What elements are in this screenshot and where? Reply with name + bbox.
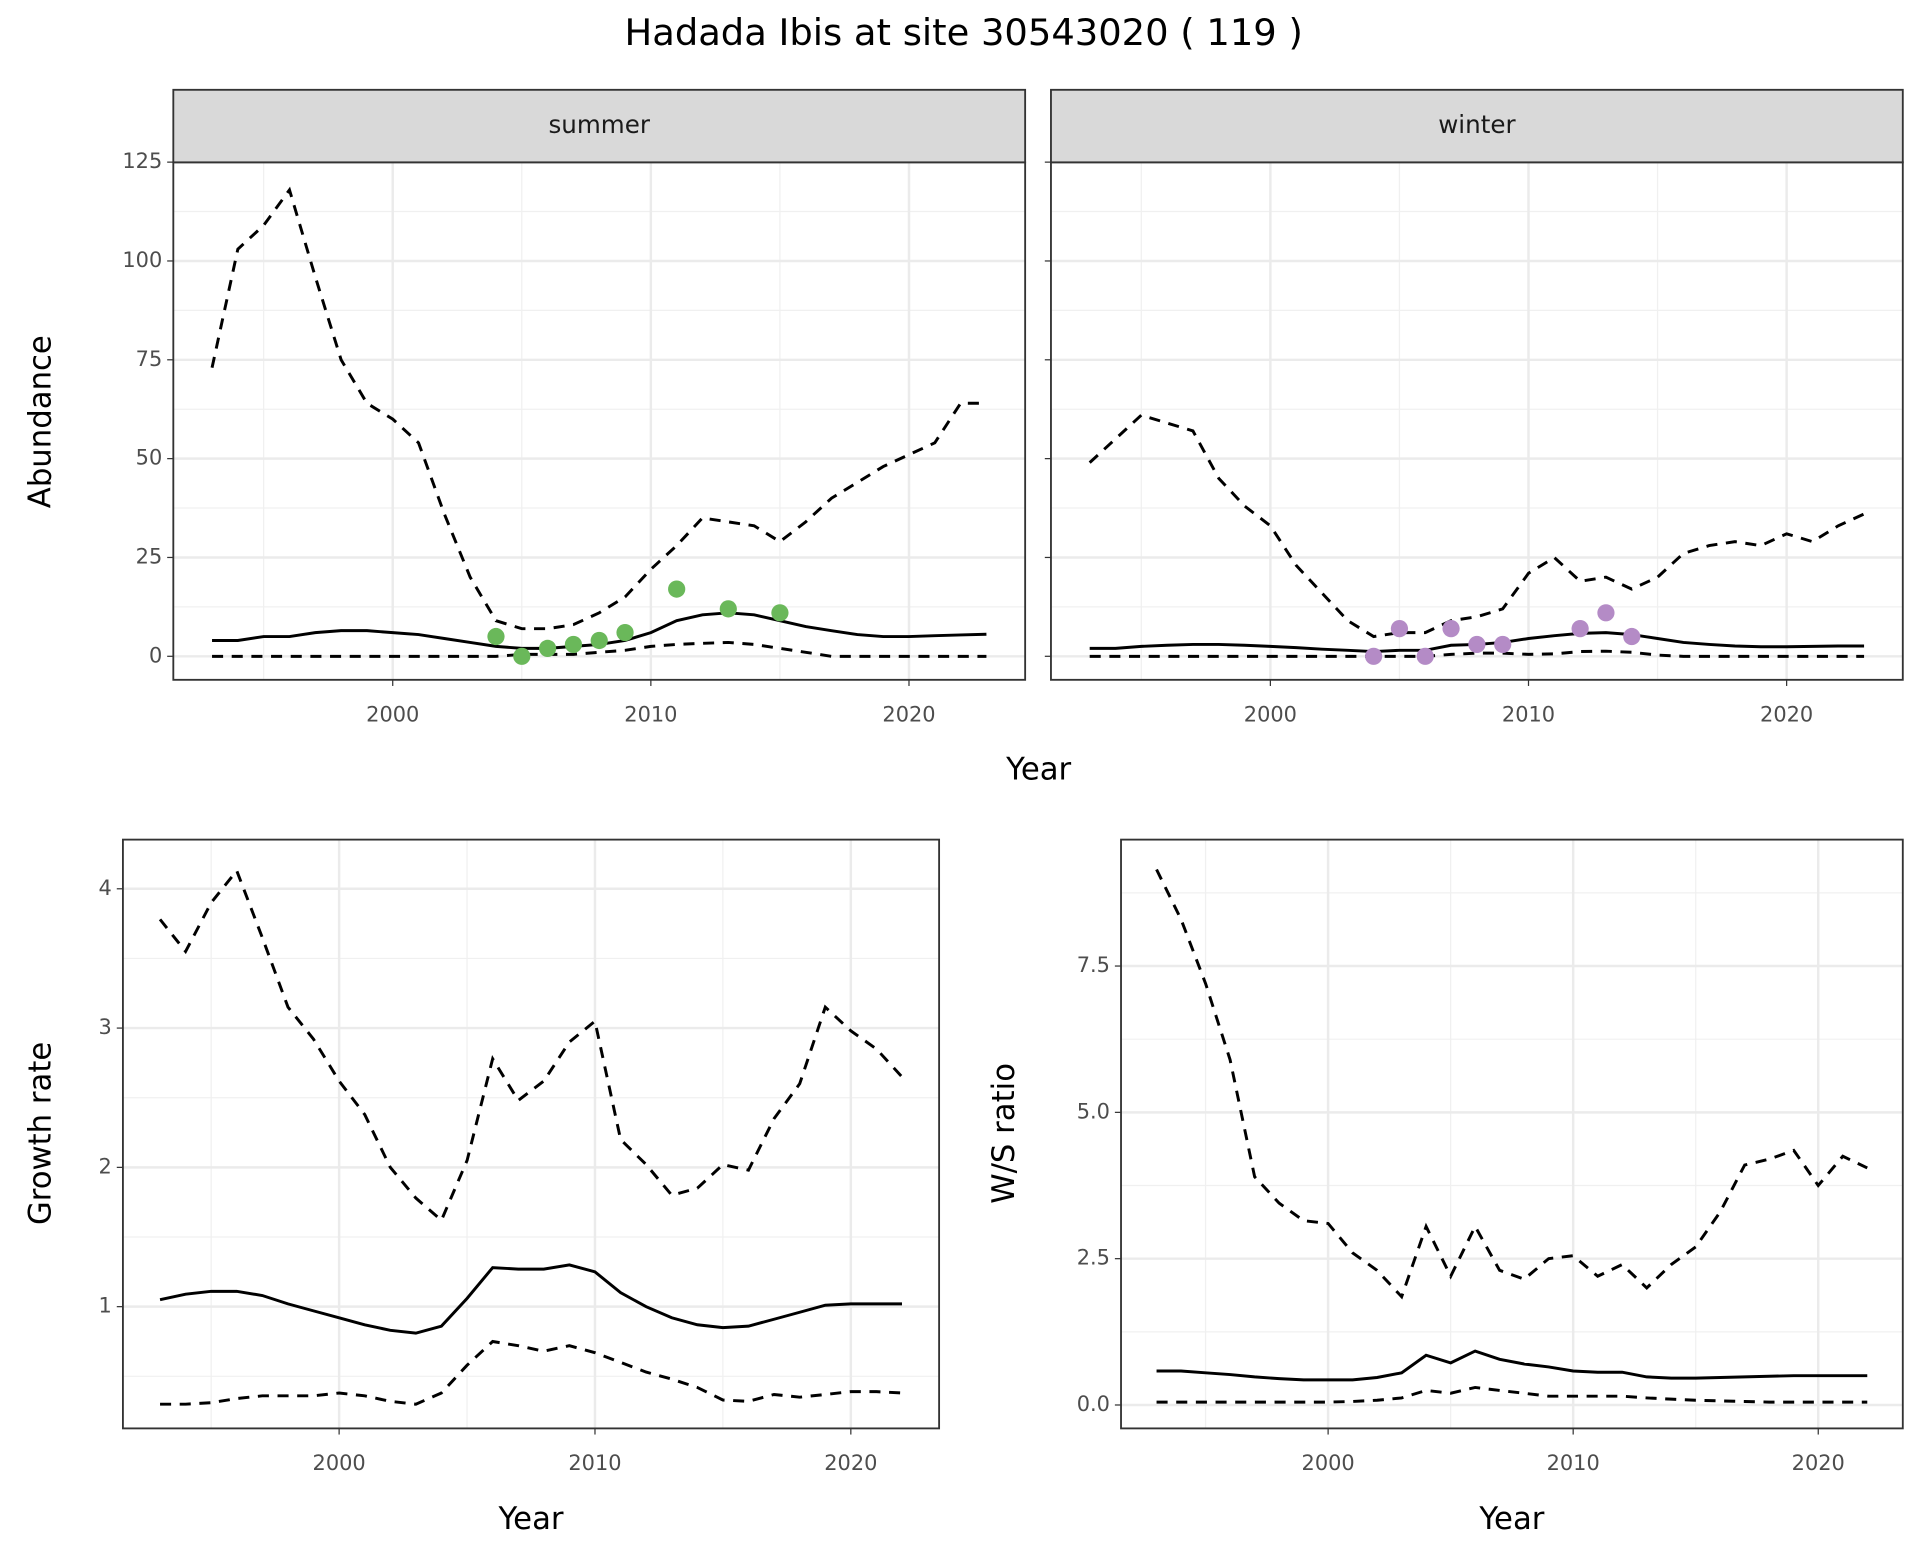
- x-tick-label: 2010: [624, 702, 677, 726]
- figure-title: Hadada Ibis at site 30543020 ( 119 ): [625, 11, 1303, 54]
- y-tick-label: 4: [99, 876, 112, 900]
- x-axis-label: Year: [1478, 1501, 1544, 1537]
- interval-line: [1155, 868, 1868, 1300]
- interval-line: [1088, 413, 1865, 639]
- observation-point: [1442, 620, 1460, 638]
- observation-point: [1365, 647, 1383, 665]
- observation-point: [564, 635, 583, 654]
- plot-frame: [1120, 838, 1904, 1430]
- x-tick-label: 2010: [568, 1451, 621, 1475]
- y-axis-label: W/S ratio: [986, 1063, 1022, 1204]
- observation-point: [539, 639, 557, 657]
- observation-point: [1571, 620, 1589, 638]
- x-tick-label: 2000: [1302, 1451, 1355, 1475]
- y-tick-label: 25: [136, 544, 163, 568]
- x-tick-label: 2020: [1760, 702, 1813, 726]
- plot-background: [173, 162, 1026, 680]
- y-tick-label: 100: [122, 248, 162, 272]
- x-axis-label: Year: [1005, 751, 1071, 787]
- plot-background: [122, 839, 940, 1429]
- estimate-line: [159, 1263, 902, 1335]
- x-tick-label: 2010: [1502, 702, 1555, 726]
- observation-point: [590, 631, 608, 650]
- x-tick-label: 2000: [366, 702, 419, 726]
- observation-point: [668, 580, 686, 598]
- y-tick-label: 7.5: [1077, 953, 1110, 977]
- estimate-line: [1156, 1349, 1868, 1382]
- x-tick-label: 2020: [824, 1451, 877, 1475]
- y-tick-label: 0.0: [1077, 1392, 1110, 1416]
- observation-point: [616, 623, 634, 642]
- x-tick-label: 2000: [313, 1451, 366, 1475]
- x-axis-label: Year: [497, 1501, 563, 1537]
- y-tick-label: 1: [99, 1294, 112, 1318]
- interval-line: [1156, 1385, 1868, 1404]
- interval-line: [160, 1339, 903, 1406]
- x-tick-label: 2000: [1244, 702, 1297, 726]
- interval-line: [158, 867, 904, 1223]
- plot-background: [1050, 162, 1903, 680]
- interval-line: [212, 640, 987, 658]
- y-tick-label: 2.5: [1077, 1246, 1110, 1270]
- y-tick-label: 2: [99, 1154, 112, 1178]
- strip-label: winter: [1438, 110, 1516, 139]
- strip: [1050, 88, 1904, 164]
- y-axis-label: Abundance: [22, 335, 58, 508]
- observation-point: [1390, 620, 1409, 638]
- observation-point: [1416, 647, 1434, 665]
- observation-point: [1597, 604, 1615, 622]
- y-tick-label: 0: [149, 643, 162, 667]
- plot-frame: [121, 838, 941, 1430]
- y-tick-label: 3: [99, 1015, 112, 1039]
- observation-point: [1468, 635, 1486, 654]
- strip: [172, 88, 1027, 164]
- observation-point: [1494, 635, 1512, 654]
- y-axis-label: Growth rate: [22, 1042, 58, 1225]
- x-tick-label: 2010: [1547, 1451, 1600, 1475]
- y-tick-label: 125: [122, 149, 162, 173]
- observation-point: [487, 627, 505, 646]
- x-tick-label: 2020: [1792, 1451, 1845, 1475]
- x-tick-label: 2020: [882, 702, 935, 726]
- strip-label: summer: [548, 110, 650, 139]
- y-tick-label: 5.0: [1077, 1099, 1110, 1123]
- plot-background: [1121, 839, 1903, 1429]
- y-tick-label: 75: [136, 347, 163, 371]
- interval-line: [210, 186, 987, 631]
- y-tick-label: 50: [136, 446, 163, 470]
- observation-point: [513, 647, 531, 665]
- observation-point: [719, 600, 737, 618]
- observation-point: [771, 604, 789, 622]
- observation-point: [1623, 627, 1641, 646]
